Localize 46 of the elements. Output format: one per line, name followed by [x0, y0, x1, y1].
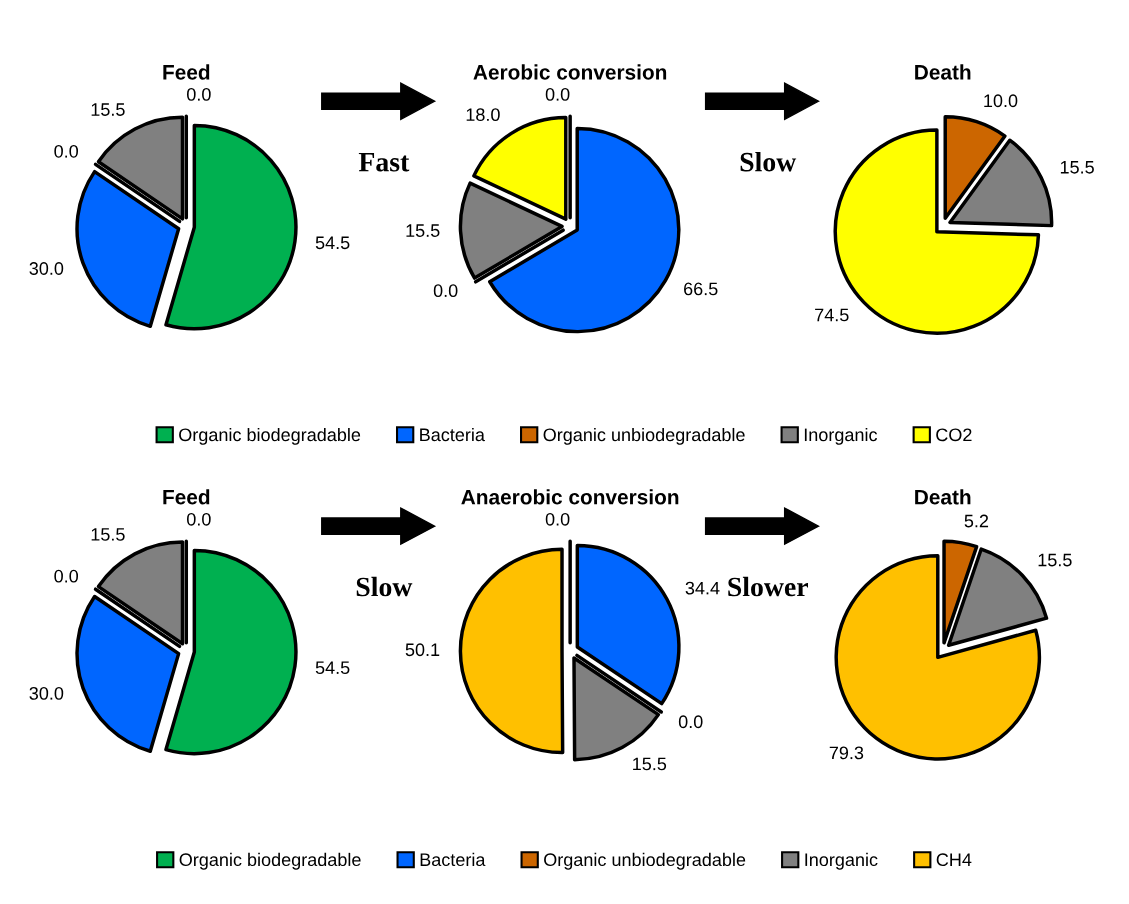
chart-title: Feed [163, 489, 210, 505]
data-label: 18.0 [466, 108, 500, 122]
legend-label: Bacteria [420, 852, 486, 867]
data-label: 15.5 [1038, 553, 1072, 567]
data-label: 50.1 [405, 643, 440, 657]
chart-title: Anaerobic conversion [461, 489, 679, 505]
chart-title: Death [915, 64, 971, 80]
data-label: 5.2 [964, 514, 989, 528]
text: Slow [356, 576, 413, 597]
data-label: 54.5 [315, 236, 350, 250]
legend-label: Bacteria [420, 427, 485, 442]
data-label: 66.5 [684, 282, 718, 296]
data-label: 30.0 [29, 687, 64, 700]
text: 0.0 [54, 569, 79, 583]
legend-label: CO2 [936, 428, 972, 442]
data-label: 15.5 [633, 757, 667, 771]
text: 0.0 [545, 88, 570, 101]
data-label: 15.5 [91, 103, 125, 116]
data-label: 15.5 [91, 528, 125, 541]
legend-label: CH4 [936, 853, 972, 867]
chart-title: Death [915, 489, 971, 505]
data-label: 54.5 [315, 661, 350, 675]
text: 0.0 [54, 144, 79, 158]
text: 0.0 [678, 715, 703, 729]
chart-title: Aerobic conversion [473, 64, 667, 80]
data-label: 15.5 [1060, 161, 1094, 174]
text: Fast [358, 153, 410, 172]
legend-label: Inorganic [804, 427, 878, 445]
legend-label: Organic unbiodegradable [543, 427, 745, 445]
text: 0.0 [433, 284, 458, 298]
data-label: 74.5 [815, 308, 849, 322]
text: Slow [740, 151, 797, 172]
legend-label: Inorganic [805, 852, 878, 870]
data-label: 10.0 [984, 94, 1018, 108]
chart-title: Feed [163, 64, 210, 80]
legend-label: Organic biodegradable [179, 852, 361, 870]
data-label: 30.0 [29, 262, 64, 275]
text: 0.0 [545, 512, 570, 526]
text: 0.0 [186, 88, 211, 101]
data-label: 34.4 [685, 581, 720, 595]
text: Slower [728, 576, 809, 597]
data-label: 15.5 [406, 224, 440, 237]
legend-label: Organic biodegradable [179, 427, 361, 445]
legend-label: Organic unbiodegradable [544, 852, 746, 870]
data-label: 79.3 [829, 746, 864, 760]
text: 0.0 [186, 512, 211, 526]
